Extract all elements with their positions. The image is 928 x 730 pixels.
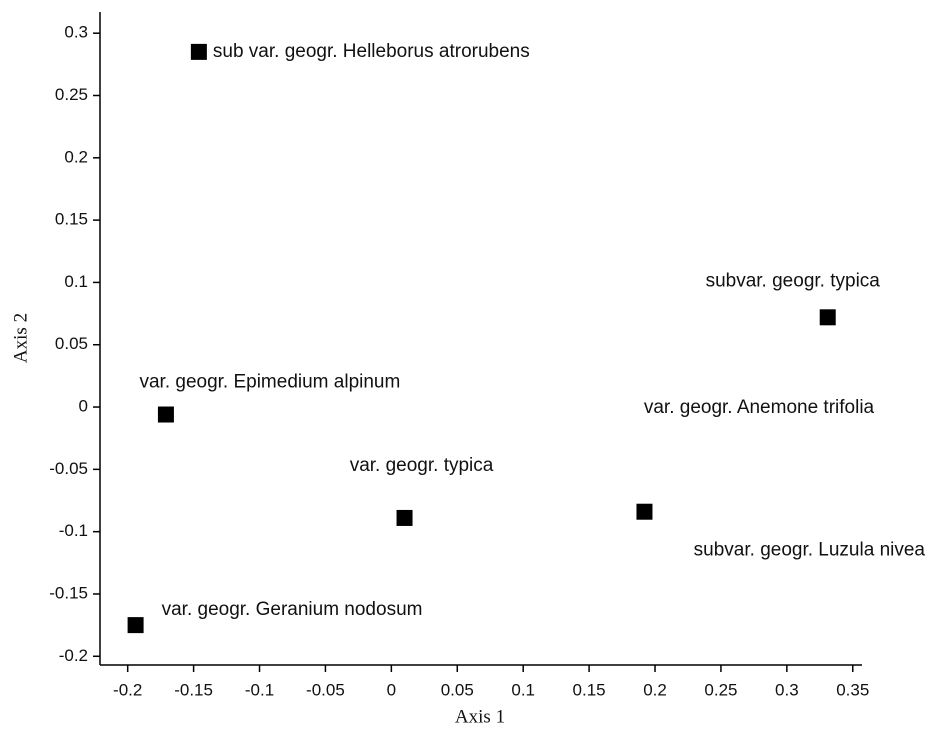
y-tick-label: 0.25	[55, 85, 88, 104]
annotation: var. geogr. Anemone trifolia	[644, 397, 875, 418]
x-tick-label: 0	[387, 680, 396, 699]
x-tick-label: -0.1	[245, 680, 274, 699]
point-label: var. geogr. Epimedium alpinum	[139, 372, 400, 393]
y-tick-label: 0.1	[64, 272, 88, 291]
y-tick-label: 0.2	[64, 147, 88, 166]
x-axis-title: Axis 1	[455, 706, 505, 727]
x-tick-label: -0.2	[113, 680, 142, 699]
point	[636, 503, 653, 520]
point-label: var. geogr. typica	[350, 455, 494, 476]
y-axis-title: Axis 2	[10, 313, 31, 363]
x-tick-label: 0.25	[704, 680, 737, 699]
point	[157, 406, 174, 423]
x-tick-label: 0.35	[836, 680, 869, 699]
x-tick-label: 0.3	[775, 680, 799, 699]
x-tick-label: -0.05	[306, 680, 345, 699]
x-tick-label: 0.1	[511, 680, 535, 699]
x-tick-label: 0.2	[643, 680, 667, 699]
point	[127, 617, 144, 634]
x-tick-label: -0.15	[174, 680, 213, 699]
y-tick-label: -0.1	[59, 521, 88, 540]
point	[190, 43, 207, 60]
point	[396, 509, 413, 526]
x-tick-label: 0.05	[441, 680, 474, 699]
y-tick-label: 0.3	[64, 23, 88, 42]
point-label: sub var. geogr. Helleborus atrorubens	[213, 41, 530, 62]
y-tick-label: 0	[79, 397, 88, 416]
y-tick-label: 0.15	[55, 210, 88, 229]
y-tick-label: -0.05	[49, 459, 88, 478]
x-tick-label: 0.15	[573, 680, 606, 699]
y-tick-label: 0.05	[55, 334, 88, 353]
point-label: var. geogr. Geranium nodosum	[162, 599, 423, 620]
y-tick-label: -0.2	[59, 646, 88, 665]
point-label: subvar. geogr. Luzula nivea	[694, 540, 926, 561]
point	[819, 309, 836, 326]
point-label: subvar. geogr. typica	[706, 270, 881, 291]
y-tick-label: -0.15	[49, 583, 88, 602]
